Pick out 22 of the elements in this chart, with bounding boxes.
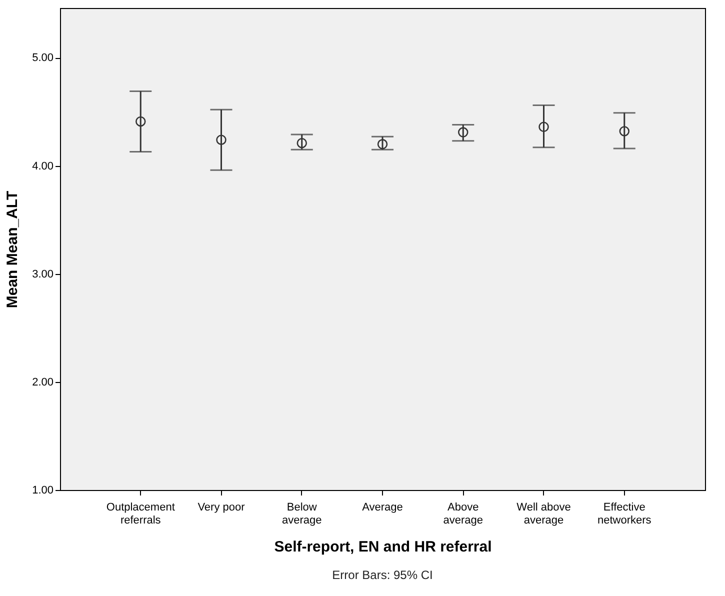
y-tick-label: 1.00 bbox=[32, 484, 54, 496]
y-axis-title: Mean Mean_ALT bbox=[4, 190, 22, 308]
x-tick-label: Very poor bbox=[198, 502, 246, 514]
x-tick-label: Average bbox=[362, 502, 403, 514]
point bbox=[458, 127, 468, 138]
point bbox=[296, 138, 307, 148]
point bbox=[538, 122, 549, 132]
y-tick-label: 3.00 bbox=[32, 268, 54, 280]
point bbox=[136, 116, 146, 127]
point bbox=[619, 126, 630, 136]
y-tick-label: 4.00 bbox=[32, 160, 54, 172]
text: Error Bars: 95% CI bbox=[332, 568, 433, 582]
x-tick-label: Above average bbox=[443, 502, 484, 526]
y-tick-label: 2.00 bbox=[32, 376, 54, 388]
x-tick-label: Outplacement referrals bbox=[106, 502, 175, 526]
x-tick-label: Well above average bbox=[516, 502, 571, 526]
point bbox=[216, 134, 226, 145]
x-axis-title: Self-report, EN and HR referral bbox=[274, 538, 492, 556]
y-tick-label: 5.00 bbox=[32, 52, 54, 64]
x-tick-label: Below average bbox=[282, 502, 322, 526]
x-tick-label: Effective networkers bbox=[597, 502, 652, 526]
point bbox=[377, 139, 388, 150]
